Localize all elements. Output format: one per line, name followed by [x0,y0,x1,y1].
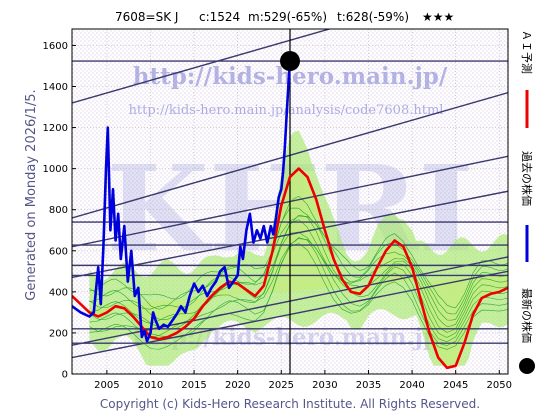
legend-latest-label: 最新の株価 [520,288,534,343]
y-tick-label: 400 [49,287,68,298]
y-tick-label: 800 [49,205,68,216]
x-tick-label: 2015 [181,380,206,391]
x-tick-label: 2040 [399,380,424,391]
y-tick-label: 1000 [43,164,68,175]
current-price: c:1524 [199,10,240,24]
plot-layers [72,29,508,374]
x-tick-label: 2035 [356,380,381,391]
axes: 2005 2010 2015 2020 2025 2030 2035 2040 2045 2050… [43,28,512,391]
forecast-band-line [89,214,508,327]
forecast-band-line [89,207,508,315]
legend-latest: 最新の株価 [519,288,535,374]
forecast-band-line [89,238,508,343]
x-tick-label: 2050 [487,380,512,391]
x-tick-label: 2045 [443,380,468,391]
forecast-band-line [89,195,508,309]
y-tick-label: 1200 [43,123,68,134]
legend-past-label: 過去の株価 [520,151,534,206]
rating-stars: ★★★ [422,10,454,24]
ticker-code: 7608=SK J [115,10,178,24]
y-tick-label: 600 [49,246,68,257]
legend-latest-marker [519,358,535,374]
y-tick-label: 1600 [43,41,68,52]
forecast-band-line [89,243,508,350]
chart-header: 7608=SK J c:1524 m:529(-65%) t:628(-59%)… [115,10,454,24]
x-tick-label: 2030 [312,380,337,391]
copyright: Copyright (c) Kids-Hero Research Institu… [100,397,480,411]
forecast-band-line [89,219,508,333]
y-tick-label: 0 [62,370,68,381]
t-value: t:628(-59%) [337,10,409,24]
m-value: m:529(-65%) [248,10,327,24]
y-tick-label: 1400 [43,82,68,93]
generated-label: Generated on Monday 2026/1/5. [24,89,39,300]
y-tick-label: 200 [49,328,68,339]
current-price-marker [280,51,300,72]
series-past-price [72,60,292,343]
legend-ai-label: ＡＩ予測 [520,30,534,74]
legend-past: 過去の株価 [520,151,534,262]
forecast-band [89,130,508,366]
x-tick-label: 2005 [94,380,119,391]
legend: ＡＩ予測 過去の株価 最新の株価 [519,30,535,374]
x-tick-label: 2025 [269,380,294,391]
forecast-band-line [89,215,508,321]
plot-frame [71,28,509,375]
x-tick-label: 2010 [138,380,163,391]
legend-ai: ＡＩ予測 [520,30,534,128]
x-tick-label: 2020 [225,380,250,391]
